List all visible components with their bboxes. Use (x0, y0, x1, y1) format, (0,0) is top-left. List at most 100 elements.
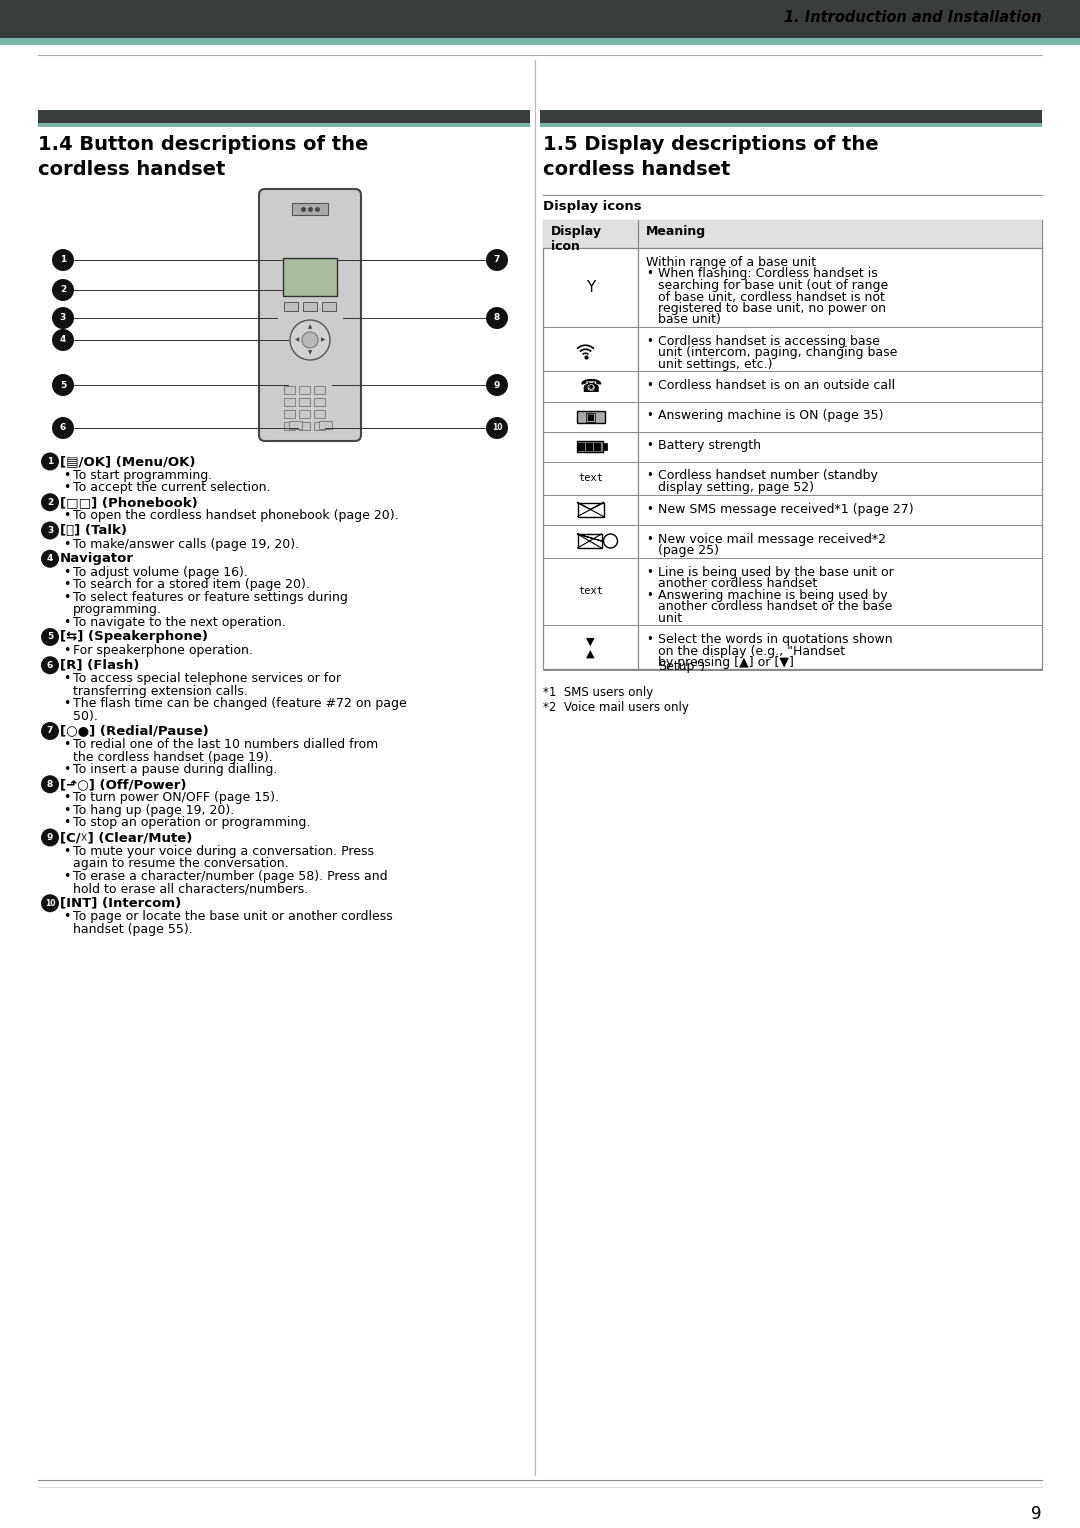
Text: transferring extension calls.: transferring extension calls. (73, 685, 248, 698)
Text: •: • (63, 672, 70, 686)
Circle shape (41, 452, 59, 471)
Bar (578, 503, 604, 516)
Circle shape (52, 374, 75, 396)
Text: by pressing [▲] or [▼]: by pressing [▲] or [▼] (658, 656, 794, 669)
Text: Line is being used by the base unit or: Line is being used by the base unit or (658, 565, 894, 579)
Text: When flashing: Cordless handset is: When flashing: Cordless handset is (658, 267, 878, 281)
Text: •: • (646, 440, 653, 452)
Text: •: • (646, 379, 653, 393)
Text: Meaning: Meaning (646, 225, 706, 238)
Text: To stop an operation or programming.: To stop an operation or programming. (73, 816, 310, 830)
Bar (0, 0, 1080, 38)
Text: To navigate to the next operation.: To navigate to the next operation. (73, 616, 286, 630)
Text: ▶: ▶ (321, 338, 325, 342)
Text: ☎: ☎ (579, 377, 602, 396)
Bar (283, 385, 295, 394)
Text: To erase a character/number (page 58). Press and: To erase a character/number (page 58). P… (73, 869, 388, 883)
Circle shape (486, 249, 508, 270)
Text: hold to erase all characters/numbers.: hold to erase all characters/numbers. (73, 882, 308, 895)
Text: ▼: ▼ (308, 350, 312, 356)
Bar (322, 303, 336, 312)
Circle shape (41, 550, 59, 568)
Text: display setting, page 52): display setting, page 52) (658, 481, 814, 494)
Text: •: • (63, 509, 70, 523)
Text: 50).: 50). (73, 711, 98, 723)
Circle shape (41, 723, 59, 740)
Circle shape (41, 828, 59, 847)
Text: 9: 9 (494, 380, 500, 390)
Text: •: • (63, 764, 70, 776)
Text: •: • (63, 565, 70, 579)
Text: 3: 3 (46, 526, 53, 535)
Text: •: • (646, 532, 653, 545)
Bar (579, 443, 585, 451)
Text: 9: 9 (46, 833, 53, 842)
Text: cordless handset: cordless handset (38, 160, 226, 179)
Text: •: • (63, 816, 70, 830)
Text: 6: 6 (46, 660, 53, 669)
Text: [○●] (Redial/Pause): [○●] (Redial/Pause) (60, 724, 208, 738)
Bar (283, 410, 295, 417)
Bar (38, 122, 530, 127)
Text: •: • (63, 591, 70, 604)
Bar (540, 110, 1042, 122)
Text: 8: 8 (494, 313, 500, 322)
Text: [□□] (Phonebook): [□□] (Phonebook) (60, 495, 198, 509)
Text: Display
icon: Display icon (551, 225, 602, 254)
Text: Y: Y (585, 280, 595, 295)
Text: unit: unit (658, 611, 683, 625)
Text: •: • (63, 804, 70, 817)
Text: 6: 6 (59, 423, 66, 432)
Text: [C/☓] (Clear/Mute): [C/☓] (Clear/Mute) (60, 831, 192, 843)
Bar (586, 443, 593, 451)
Bar (284, 303, 298, 312)
Bar (577, 411, 605, 423)
Text: 1. Introduction and Installation: 1. Introduction and Installation (784, 11, 1042, 24)
Circle shape (302, 332, 318, 348)
Text: *2  Voice mail users only: *2 Voice mail users only (543, 700, 689, 714)
Bar (313, 385, 324, 394)
Text: Select the words in quotations shown: Select the words in quotations shown (658, 633, 893, 646)
Text: text: text (578, 587, 603, 596)
Text: •: • (63, 845, 70, 857)
Text: 10: 10 (491, 423, 502, 432)
Bar (594, 443, 600, 451)
Bar (283, 422, 295, 429)
Circle shape (41, 521, 59, 539)
Circle shape (52, 249, 75, 270)
Text: To adjust volume (page 16).: To adjust volume (page 16). (73, 565, 248, 579)
Text: cordless handset: cordless handset (543, 160, 730, 179)
Text: 10: 10 (44, 898, 55, 908)
Text: •: • (63, 792, 70, 805)
Circle shape (291, 319, 330, 361)
Text: To open the cordless handset phonebook (page 20).: To open the cordless handset phonebook (… (73, 509, 399, 523)
Text: another cordless handset or the base: another cordless handset or the base (658, 601, 892, 613)
Bar (540, 122, 1042, 127)
Text: •: • (646, 503, 653, 515)
Bar (298, 397, 310, 405)
Text: [R] (Flash): [R] (Flash) (60, 659, 139, 672)
Text: ▣: ▣ (584, 410, 596, 423)
Text: To turn power ON/OFF (page 15).: To turn power ON/OFF (page 15). (73, 792, 279, 805)
Text: For speakerphone operation.: For speakerphone operation. (73, 645, 253, 657)
Text: of base unit, cordless handset is not: of base unit, cordless handset is not (658, 290, 885, 304)
Text: To accept the current selection.: To accept the current selection. (73, 481, 270, 494)
Bar (313, 397, 324, 405)
Text: [⇆] (Speakerphone): [⇆] (Speakerphone) (60, 631, 208, 643)
Text: again to resume the conversation.: again to resume the conversation. (73, 857, 288, 871)
Text: programming.: programming. (73, 604, 162, 616)
Text: 4: 4 (59, 336, 66, 344)
Text: *1  SMS users only: *1 SMS users only (543, 686, 653, 698)
Text: •: • (63, 697, 70, 711)
Bar (578, 533, 602, 549)
FancyBboxPatch shape (259, 189, 361, 442)
Text: ▼: ▼ (586, 636, 595, 646)
Text: •: • (646, 335, 653, 348)
Text: [INT] (Intercom): [INT] (Intercom) (60, 897, 181, 909)
Text: The flash time can be changed (feature #72 on page: The flash time can be changed (feature #… (73, 697, 407, 711)
Text: New voice mail message received*2: New voice mail message received*2 (658, 532, 886, 545)
Text: •: • (646, 410, 653, 423)
Text: base unit): base unit) (658, 313, 720, 327)
Text: [⤵] (Talk): [⤵] (Talk) (60, 524, 127, 536)
Text: 8: 8 (46, 779, 53, 788)
